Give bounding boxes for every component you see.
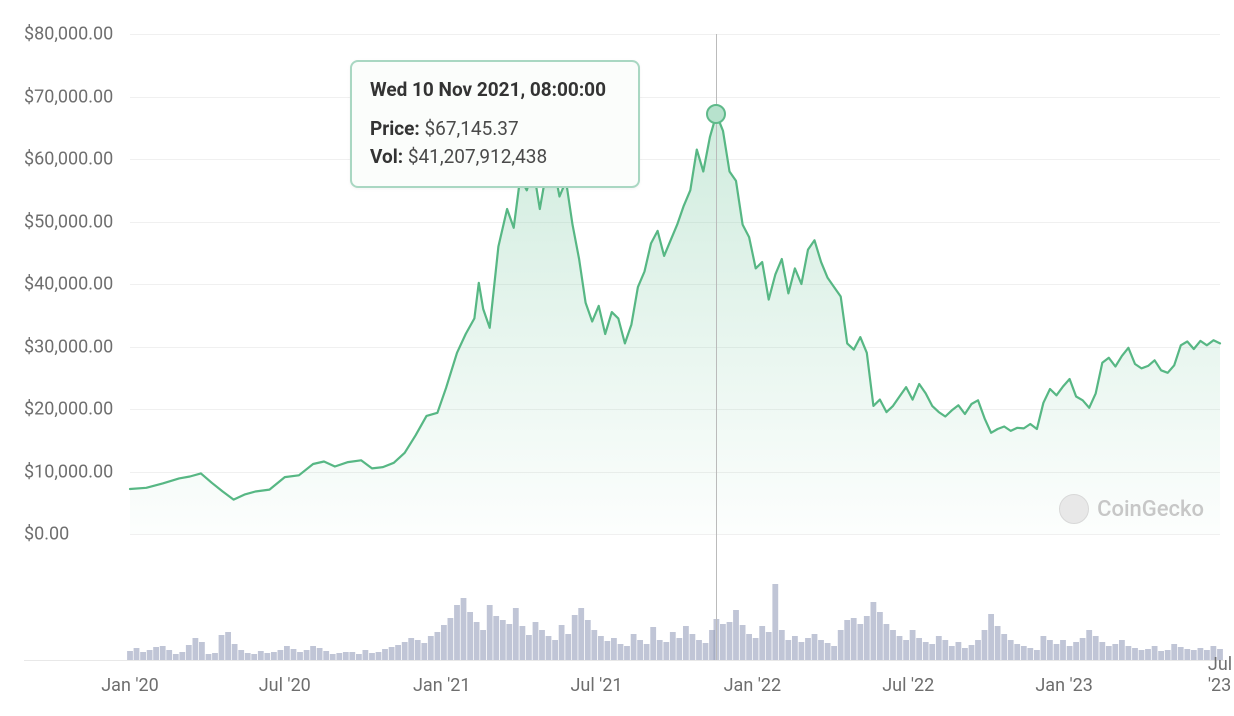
tooltip-price-row: Price: $67,145.37 — [370, 115, 620, 144]
tooltip-price-label: Price: — [370, 117, 420, 140]
x-tick-label: Jan '21 — [413, 675, 471, 696]
crosshair-line — [716, 34, 717, 660]
x-tick-label: Jan '20 — [101, 675, 159, 696]
x-tick-label: Jul '22 — [882, 675, 934, 696]
hover-marker — [706, 104, 726, 124]
x-tick-label: Jul '20 — [259, 675, 311, 696]
x-tick-label: Jul '21 — [570, 675, 622, 696]
tooltip-vol-value: $41,207,912,438 — [408, 145, 547, 168]
x-tick-label: Jan '22 — [724, 675, 782, 696]
tooltip-price-value: $67,145.37 — [424, 117, 518, 140]
x-tick-label: Jan '23 — [1035, 675, 1093, 696]
tooltip-date: Wed 10 Nov 2021, 08:00:00 — [370, 76, 620, 105]
price-chart[interactable]: $80,000.00$70,000.00$60,000.00$50,000.00… — [0, 0, 1234, 716]
coingecko-logo-icon — [1059, 494, 1089, 524]
watermark-text: CoinGecko — [1097, 497, 1204, 522]
price-tooltip: Wed 10 Nov 2021, 08:00:00 Price: $67,145… — [350, 60, 640, 188]
watermark: CoinGecko — [1059, 494, 1204, 524]
tooltip-vol-row: Vol: $41,207,912,438 — [370, 143, 620, 172]
x-tick-label: Jul '23 — [1208, 654, 1232, 696]
x-baseline — [24, 660, 1224, 661]
tooltip-vol-label: Vol: — [370, 145, 403, 168]
